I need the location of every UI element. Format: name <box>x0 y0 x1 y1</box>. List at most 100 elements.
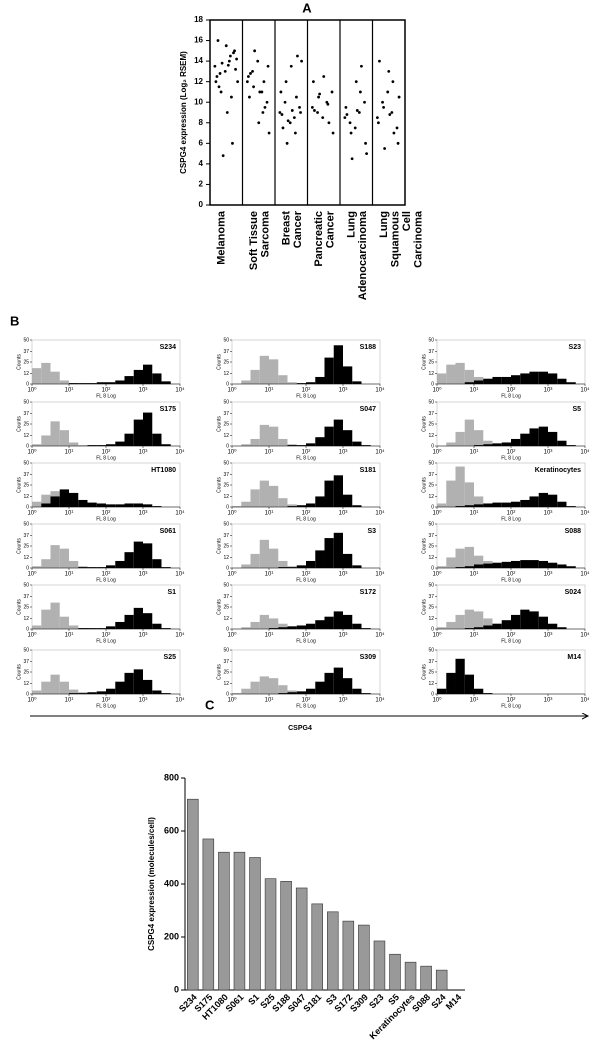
x-tick-label: 10¹ <box>265 633 274 639</box>
y-tick-label: 400 <box>164 878 179 888</box>
histogram-bar <box>259 614 269 629</box>
data-point <box>248 95 251 99</box>
y-tick-label: 12 <box>223 433 229 439</box>
histogram-bar <box>161 567 171 568</box>
y-tick-label: 0 <box>431 381 434 387</box>
histogram-bar <box>278 498 288 507</box>
x-tick-label: 10¹ <box>265 572 274 578</box>
bar <box>358 924 370 991</box>
histogram-bar <box>287 382 297 384</box>
data-point <box>258 90 262 94</box>
x-axis-label: FL 8 Log <box>296 703 316 709</box>
histogram-bar <box>464 482 474 507</box>
histogram-bar <box>557 440 567 446</box>
x-tick-label: BreastCancer <box>280 210 304 248</box>
data-point <box>295 95 298 99</box>
y-tick-label: 37 <box>428 533 434 539</box>
data-point <box>395 126 399 130</box>
y-tick-label: 37 <box>428 349 434 355</box>
x-tick-label: 10⁰ <box>432 449 442 456</box>
histogram-bar <box>241 444 251 446</box>
data-point <box>300 59 303 63</box>
data-point <box>266 64 270 68</box>
x-axis-label: FL 8 Log <box>96 455 116 461</box>
y-tick-label: 50 <box>223 521 229 527</box>
histogram-bar <box>315 620 325 629</box>
y-tick-label: 50 <box>23 460 29 466</box>
x-tick-label: 10⁰ <box>432 571 442 578</box>
data-point <box>221 154 225 158</box>
data-point <box>382 105 385 109</box>
y-axis-label: Counts <box>421 538 427 554</box>
data-point <box>236 80 240 84</box>
y-tick-label: 37 <box>23 594 29 600</box>
axis-label: CSPG4 <box>288 725 312 732</box>
y-tick-label: 12 <box>23 555 29 561</box>
histogram-bar <box>306 382 316 384</box>
histogram-bar <box>343 678 353 694</box>
histogram-bar <box>250 553 260 568</box>
panel-label: Keratinocytes <box>535 467 581 474</box>
y-tick-label: 50 <box>23 582 29 588</box>
y-tick-label: 0 <box>174 984 179 994</box>
histogram-bar <box>455 466 465 507</box>
y-tick-label: 25 <box>428 669 434 675</box>
histogram-bar <box>106 688 116 694</box>
y-tick-label: 0 <box>26 626 29 632</box>
histogram-bar <box>241 380 251 384</box>
data-point <box>344 105 348 109</box>
histogram-bar <box>50 371 60 384</box>
histogram-bar <box>78 499 88 507</box>
histogram-bar <box>446 480 456 507</box>
y-tick-label: 37 <box>23 659 29 665</box>
data-point <box>286 119 290 123</box>
y-tick-label: 50 <box>428 337 434 343</box>
x-tick-label: 10² <box>507 572 516 578</box>
x-tick-label: 10¹ <box>65 511 74 517</box>
x-tick-label: 10² <box>302 450 311 456</box>
histogram-bar <box>96 691 106 694</box>
histogram-bar <box>306 443 316 446</box>
histogram-bar <box>492 443 502 446</box>
histogram-bar <box>464 674 474 694</box>
x-tick-label: 10⁰ <box>227 697 237 704</box>
histogram-bar <box>548 494 558 507</box>
y-axis-label: Counts <box>16 599 22 615</box>
data-point <box>216 39 220 42</box>
y-axis-label: Counts <box>216 477 222 493</box>
data-point <box>290 109 294 112</box>
y-axis-label: Counts <box>16 477 22 493</box>
x-tick-label: S23 <box>367 992 385 1010</box>
histogram-bar <box>152 433 162 446</box>
y-tick-label: 50 <box>23 399 29 405</box>
histogram-bar <box>161 628 171 629</box>
histogram-bar <box>548 562 558 568</box>
y-tick-label: 37 <box>223 659 229 665</box>
bar <box>218 851 230 991</box>
y-axis-label: Counts <box>16 354 22 370</box>
data-point <box>397 95 401 99</box>
x-tick-label: 10⁴ <box>175 510 185 517</box>
histogram-bar <box>483 625 493 629</box>
panel-label: S5 <box>572 406 581 413</box>
data-point <box>392 131 396 135</box>
x-tick-label: LungSquamousCellCarcinoma <box>378 210 425 268</box>
data-point <box>360 64 363 68</box>
y-tick-label: 0 <box>226 504 229 510</box>
x-tick-label: S061 <box>224 992 246 1014</box>
data-point <box>317 95 320 99</box>
histogram-bar <box>133 607 143 629</box>
y-tick-label: 0 <box>431 626 434 632</box>
histogram-bar <box>152 623 162 629</box>
y-axis-label: CSPG4 expression (Log₂ RSEM) <box>179 51 188 174</box>
histogram-bar <box>474 555 484 568</box>
y-tick-label: 37 <box>428 594 434 600</box>
histogram-bar <box>529 371 539 384</box>
data-point <box>383 147 387 150</box>
histogram-bar <box>361 628 371 629</box>
histogram-bar <box>96 503 106 507</box>
histogram-bar <box>352 505 362 507</box>
x-tick-label: 10³ <box>139 698 148 704</box>
histogram-bar <box>287 626 297 629</box>
histogram-bar <box>511 438 521 446</box>
